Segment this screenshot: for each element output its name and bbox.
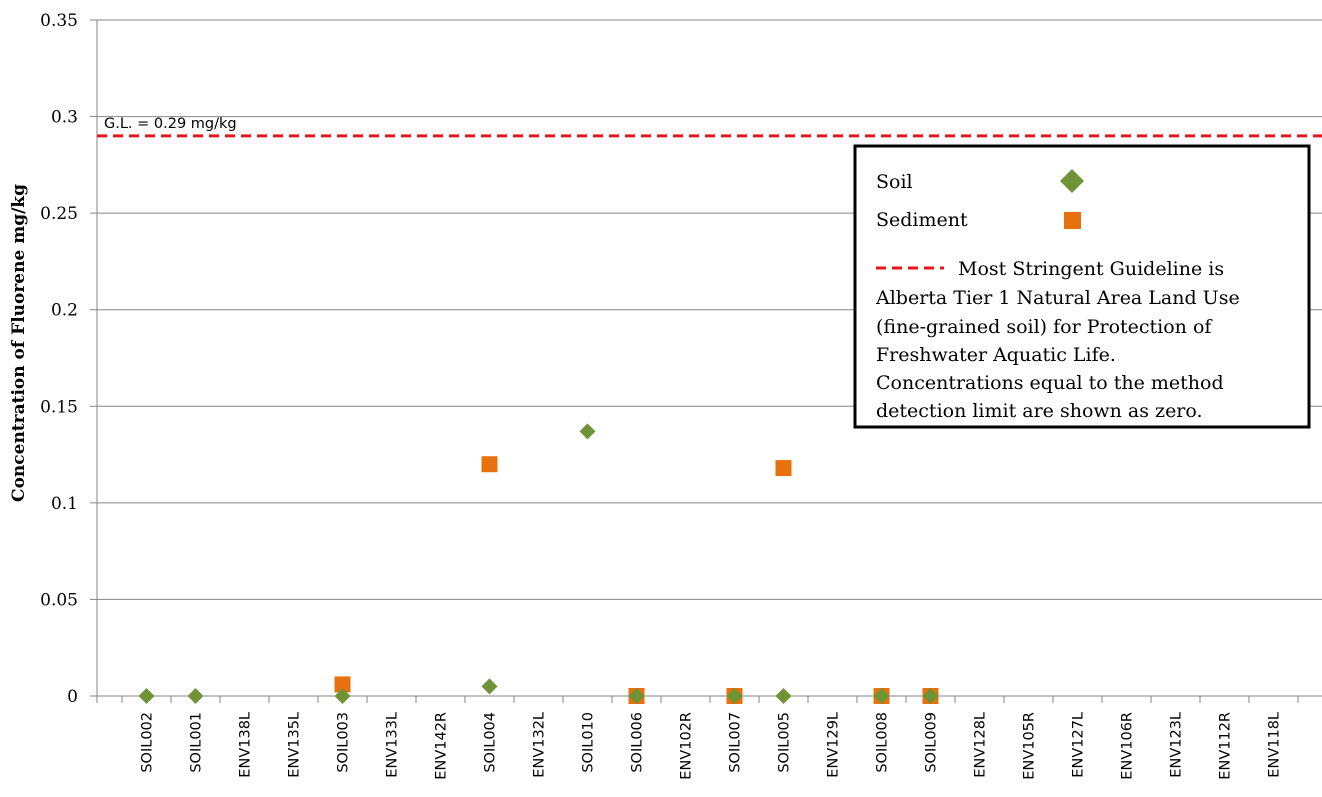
y-tick-label: 0 (67, 687, 78, 707)
x-tick-label: ENV129L (826, 712, 842, 778)
sediment-point (775, 460, 792, 477)
x-tick-label: SOIL006 (630, 712, 646, 773)
x-tick-label: ENV135L (287, 712, 303, 778)
y-tick-label: 0.05 (40, 590, 78, 610)
y-tick-label: 0.3 (51, 108, 78, 128)
x-tick-label: ENV132L (532, 712, 548, 778)
x-tick-label: ENV118L (1267, 712, 1283, 778)
x-tick-labels: SOIL002 SOIL001 ENV138L ENV135L SOIL003 ENV13… (140, 712, 1283, 780)
y-axis-title: Concentration of Fluorene mg/kg (9, 184, 29, 502)
sediment-point (334, 676, 351, 693)
legend-guideline-line-4: Freshwater Aquatic Life. (876, 344, 1116, 366)
legend-guideline-line-5: Concentrations equal to the method (876, 372, 1224, 394)
x-tick-label: ENV106R (1120, 712, 1136, 780)
soil-point (334, 688, 351, 704)
x-tick-label: SOIL009 (924, 712, 940, 773)
x-tick-label: ENV133L (385, 712, 401, 778)
x-tick-label: SOIL004 (483, 712, 499, 773)
y-tick-label: 0.1 (51, 494, 78, 514)
x-tick-marks (121, 696, 1299, 703)
legend-box (853, 144, 1311, 429)
guideline-label: G.L. = 0.29 mg/kg (104, 116, 237, 132)
soil-point (138, 688, 155, 704)
soil-point (481, 678, 498, 695)
x-tick-label: SOIL002 (140, 712, 156, 773)
x-tick-label: ENV112R (1218, 712, 1234, 780)
legend-guideline-line-2: Alberta Tier 1 Natural Area Land Use (875, 287, 1240, 309)
x-tick-label: ENV142R (434, 712, 450, 780)
x-tick-label: ENV102R (679, 712, 695, 780)
legend-guideline-line-3: (fine-grained soil) for Protection of (876, 316, 1213, 338)
y-tick-label: 0.35 (40, 11, 78, 31)
x-tick-label: ENV128L (973, 712, 989, 778)
soil-point (873, 688, 890, 704)
soil-point (187, 688, 204, 704)
x-tick-label: ENV105R (1022, 712, 1038, 780)
soil-point (579, 423, 596, 440)
legend: Soil Sediment Most Stringent Guideline i… (853, 144, 1311, 429)
x-tick-label: SOIL007 (728, 712, 744, 773)
guideline: G.L. = 0.29 mg/kg (97, 116, 1322, 138)
y-tick-label: 0.2 (51, 301, 78, 321)
soil-point (922, 688, 939, 704)
sediment-point (481, 456, 498, 473)
soil-point (726, 688, 743, 704)
legend-sediment-marker (1064, 212, 1081, 229)
legend-soil-marker (1060, 169, 1084, 193)
soil-point (775, 688, 792, 704)
x-tick-label: ENV138L (238, 712, 254, 778)
legend-guideline-line-1: Most Stringent Guideline is (958, 258, 1224, 280)
x-tick-label: SOIL008 (875, 712, 891, 773)
legend-guideline-line-6: detection limit are shown as zero. (876, 400, 1203, 422)
x-tick-label: SOIL003 (336, 712, 352, 773)
y-tick-labels: 0 0.05 0.1 0.15 0.2 0.25 0.3 0.35 (40, 11, 78, 707)
y-tick-label: 0.15 (40, 397, 78, 417)
x-tick-label: SOIL010 (581, 712, 597, 773)
legend-label-sediment: Sediment (876, 209, 968, 231)
x-tick-label: ENV123L (1169, 712, 1185, 778)
y-tick-label: 0.25 (40, 204, 78, 224)
x-tick-label: SOIL005 (777, 712, 793, 773)
x-tick-label: ENV127L (1071, 712, 1087, 778)
legend-label-soil: Soil (876, 171, 913, 193)
soil-point (628, 688, 645, 704)
data-points (138, 423, 939, 704)
x-tick-label: SOIL001 (189, 712, 205, 773)
